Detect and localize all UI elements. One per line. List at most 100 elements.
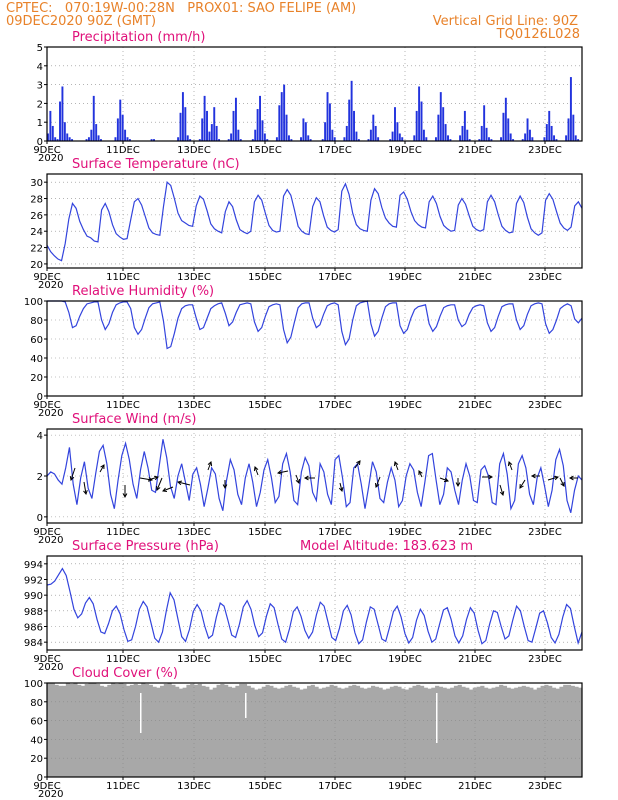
precip-bar <box>500 137 502 141</box>
precip-bar <box>509 133 512 141</box>
cloud-bar <box>190 683 195 777</box>
model-altitude-label: Model Altitude: 183.623 m <box>300 539 473 554</box>
cloud-bar <box>438 686 443 777</box>
cloud-bar <box>578 687 583 777</box>
cloud-bar <box>197 683 202 777</box>
precip-bar <box>461 125 464 141</box>
precip-bar <box>97 135 100 141</box>
precip-bar <box>198 139 201 141</box>
cloud-bar <box>416 684 421 777</box>
precip-bar <box>521 139 524 141</box>
precip-bar <box>577 139 580 141</box>
cloud-bar <box>404 689 410 777</box>
cloud-bar <box>227 686 233 777</box>
wind-arrow-head <box>507 461 513 467</box>
wind-arrow-head <box>553 475 560 481</box>
cloud-bar <box>303 688 308 777</box>
precip-bar <box>459 135 462 141</box>
cloud-bar <box>506 687 511 777</box>
precip-bar <box>502 112 505 141</box>
cloud-gap <box>245 693 247 718</box>
wind-arrow-head <box>153 475 160 481</box>
x-tick-label: 13DEC <box>177 527 211 538</box>
precip-bar <box>463 110 466 141</box>
cloud-bar <box>367 687 372 777</box>
precip-bar <box>307 135 310 141</box>
y-tick-label: 30 <box>30 178 43 189</box>
precip-bar <box>304 122 307 141</box>
cloud-bar <box>77 684 82 777</box>
y-tick-label: 986 <box>24 623 43 634</box>
precip-bar <box>565 135 568 141</box>
y-tick-label: 984 <box>24 638 43 649</box>
x-tick-year-label: 2020 <box>38 789 63 800</box>
y-tick-label: 4 <box>37 62 43 73</box>
precip-bar <box>218 139 221 141</box>
precip-bar <box>87 137 90 141</box>
precip-bar <box>488 137 490 141</box>
precip-bar <box>63 122 66 141</box>
precip-bar <box>234 97 237 141</box>
wind-arrow <box>508 461 513 471</box>
cloud-gap <box>436 693 438 743</box>
y-tick-label: 3 <box>37 81 43 92</box>
x-tick-label: 17DEC <box>318 145 352 156</box>
x-tick-label: 23DEC <box>528 400 562 411</box>
rh-series-line <box>47 300 583 350</box>
precip-bar <box>280 92 283 141</box>
wind-arrow-head <box>207 461 213 467</box>
y-tick-label: 20 <box>30 373 43 384</box>
cloud-bar <box>510 688 515 777</box>
cloud-bar <box>386 688 391 777</box>
precip-bar <box>355 131 358 141</box>
cloud-bar <box>382 689 387 777</box>
cloud-bar <box>548 685 553 777</box>
wind-arrow-head <box>338 486 344 493</box>
precip-bar <box>259 95 261 141</box>
temp-series-line <box>46 180 583 262</box>
precip-bar <box>208 131 211 141</box>
precip-bar <box>100 139 102 141</box>
precip-bar <box>326 92 329 141</box>
cloud-bar <box>465 687 470 777</box>
cloud-bar <box>453 685 459 777</box>
cloud-bar <box>216 684 221 777</box>
cloud-bar <box>182 687 187 777</box>
precip-bar <box>353 110 355 141</box>
x-tick-label: 9DEC <box>33 654 60 665</box>
cloud-bar <box>355 685 361 777</box>
y-tick-label: 994 <box>24 560 43 571</box>
y-tick-label: 100 <box>24 679 43 690</box>
x-tick-label: 9DEC <box>33 781 60 792</box>
x-tick-label: 17DEC <box>318 781 352 792</box>
precip-bar <box>466 129 469 141</box>
x-tick-label: 17DEC <box>318 527 352 538</box>
cloud-bar <box>50 683 55 777</box>
cloud-bar <box>333 685 338 777</box>
precip-bar <box>302 118 305 141</box>
precip-bar <box>396 122 399 141</box>
cloud-bar <box>167 683 172 777</box>
precip-bar <box>213 107 216 141</box>
cloud-bar <box>551 687 557 777</box>
x-tick-label: 19DEC <box>388 654 422 665</box>
x-tick-label: 13DEC <box>177 272 211 283</box>
x-tick-label: 23DEC <box>528 781 562 792</box>
wind-arrow-head <box>222 484 228 490</box>
x-tick-label: 21DEC <box>458 527 492 538</box>
wind-arrow-head <box>488 474 494 480</box>
precip-bar <box>545 124 548 141</box>
cloud-bar <box>521 685 526 777</box>
precip-bar <box>350 80 353 141</box>
wind-arrow-head <box>393 461 399 467</box>
precip-bar <box>321 139 324 141</box>
wind-arrow <box>277 470 289 474</box>
precip-bar <box>331 129 334 141</box>
cloud-bar <box>476 686 481 777</box>
x-tick-year-label: 2020 <box>38 280 63 291</box>
cloud-bar <box>306 685 312 777</box>
cloud-bar <box>88 683 93 777</box>
precip-bar <box>377 137 380 141</box>
precip-bar <box>442 107 445 141</box>
precip-bar <box>447 135 449 141</box>
